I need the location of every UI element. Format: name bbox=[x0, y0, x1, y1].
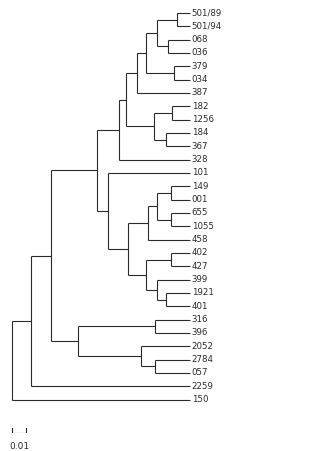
Text: 402: 402 bbox=[192, 249, 208, 258]
Text: 501/89: 501/89 bbox=[192, 9, 222, 18]
Text: 036: 036 bbox=[192, 48, 208, 57]
Text: 379: 379 bbox=[192, 62, 208, 71]
Text: 501/94: 501/94 bbox=[192, 22, 222, 31]
Text: 399: 399 bbox=[192, 275, 208, 284]
Text: 427: 427 bbox=[192, 262, 208, 271]
Text: 149: 149 bbox=[192, 182, 208, 191]
Text: 182: 182 bbox=[192, 102, 208, 111]
Text: 068: 068 bbox=[192, 35, 208, 44]
Text: 034: 034 bbox=[192, 75, 208, 84]
Text: 316: 316 bbox=[192, 315, 208, 324]
Text: 1055: 1055 bbox=[192, 222, 214, 231]
Text: 387: 387 bbox=[192, 88, 208, 97]
Text: 1921: 1921 bbox=[192, 289, 214, 298]
Text: 396: 396 bbox=[192, 328, 208, 337]
Text: 328: 328 bbox=[192, 155, 208, 164]
Text: 1256: 1256 bbox=[192, 115, 214, 124]
Text: 458: 458 bbox=[192, 235, 208, 244]
Text: 401: 401 bbox=[192, 302, 208, 311]
Text: 367: 367 bbox=[192, 142, 208, 151]
Text: 057: 057 bbox=[192, 368, 208, 377]
Text: 001: 001 bbox=[192, 195, 208, 204]
Text: 184: 184 bbox=[192, 129, 208, 138]
Text: 655: 655 bbox=[192, 208, 208, 217]
Text: 2259: 2259 bbox=[192, 382, 214, 391]
Text: 2784: 2784 bbox=[192, 355, 214, 364]
Text: 101: 101 bbox=[192, 168, 208, 177]
Text: 2052: 2052 bbox=[192, 342, 214, 351]
Text: 150: 150 bbox=[192, 395, 208, 404]
Text: 0.01: 0.01 bbox=[9, 442, 29, 451]
